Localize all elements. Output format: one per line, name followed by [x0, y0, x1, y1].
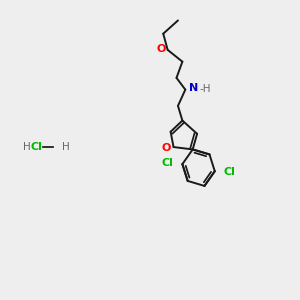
Text: Cl: Cl — [162, 158, 174, 168]
Text: N: N — [190, 83, 199, 94]
Text: Cl: Cl — [31, 142, 43, 152]
Text: O: O — [157, 44, 166, 54]
Text: H: H — [23, 142, 31, 152]
Text: -H: -H — [200, 84, 211, 94]
Text: O: O — [161, 142, 171, 153]
Text: H: H — [62, 142, 70, 152]
Text: Cl: Cl — [224, 167, 236, 177]
